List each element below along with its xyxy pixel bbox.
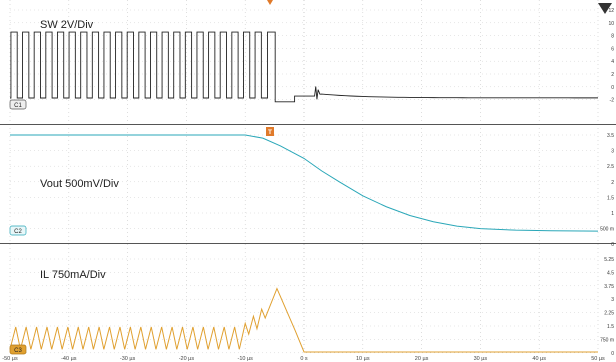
y-tick-label: 2.25 [604, 311, 614, 317]
y-tick-label: 1 [611, 211, 614, 217]
y-tick-label: 3.75 [604, 284, 614, 290]
x-tick-label: -50 µs [2, 356, 18, 362]
y-tick-label: 2.5 [607, 164, 614, 170]
y-tick-label: 1.5 [607, 195, 614, 201]
x-tick-label: 40 µs [532, 356, 546, 362]
y-tick-label: 8 [611, 34, 614, 40]
y-tick-label: 750 m [600, 337, 614, 343]
y-axis-ticks: 12 10 8 6 4 2 0 -2 3.5 3 2.5 2 1.5 1 500 m 0 5.25 4.5 3.75… [600, 8, 614, 357]
y-tick-label: 0 [611, 242, 614, 248]
y-tick-label: 3 [611, 297, 614, 303]
y-tick-label: 4.5 [607, 270, 614, 276]
y-tick-label: 12 [608, 8, 614, 14]
channel-badge-c1: C1 [9, 99, 27, 110]
y-tick-label: 0 [611, 351, 614, 357]
series-vout-trace [10, 134, 599, 232]
y-tick-label: 3 [611, 149, 614, 155]
x-tick-label: -10 µs [237, 356, 253, 362]
trigger-marker: T [266, 127, 274, 136]
y-tick-label: 5.25 [604, 257, 614, 263]
channel-badge-c2-text: C2 [14, 229, 22, 235]
x-tick-label: -20 µs [179, 356, 195, 362]
y-tick-label: 6 [611, 46, 614, 52]
y-tick-label: 4 [611, 59, 614, 65]
y-tick-label: 1.5 [607, 324, 614, 330]
x-tick-label: 30 µs [474, 356, 488, 362]
x-tick-label: 50 µs [591, 356, 605, 362]
y-tick-label: 10 [608, 21, 614, 27]
x-tick-label: 10 µs [356, 356, 370, 362]
panel-vout [0, 125, 606, 243]
y-tick-label: -2 [610, 98, 615, 104]
grid [9, 0, 599, 354]
x-tick-label: -40 µs [61, 356, 77, 362]
y-tick-label: 3.5 [607, 133, 614, 139]
channel-badge-c3-text: C3 [14, 348, 22, 354]
series-il-trace [9, 287, 598, 353]
channel-label-il: IL 750mA/Div [40, 269, 106, 281]
x-axis-ticks: -50 µs -40 µs -30 µs -20 µs -10 µs 0 s 10 µs 20… [2, 356, 605, 362]
channel-label-sw: SW 2V/Div [40, 19, 94, 31]
y-tick-label: 2 [611, 72, 614, 78]
trigger-marker-label: T [268, 129, 272, 136]
x-tick-label: 20 µs [415, 356, 429, 362]
y-tick-label: 500 m [600, 227, 614, 233]
channel-badge-c1-text: C1 [14, 103, 22, 109]
channel-badge-c3: C3 [9, 344, 27, 355]
panel-sw [0, 0, 606, 124]
x-tick-label: 0 s [300, 356, 308, 362]
channel-badge-c2: C2 [9, 225, 27, 236]
y-tick-label: 2 [611, 180, 614, 186]
channel-label-vout: Vout 500mV/Div [40, 178, 119, 190]
trigger-marker-top [267, 0, 273, 5]
y-tick-label: 0 [611, 85, 614, 91]
series-sw-trace [10, 31, 599, 103]
corner-glyph-icon [598, 3, 612, 14]
x-tick-label: -30 µs [120, 356, 136, 362]
